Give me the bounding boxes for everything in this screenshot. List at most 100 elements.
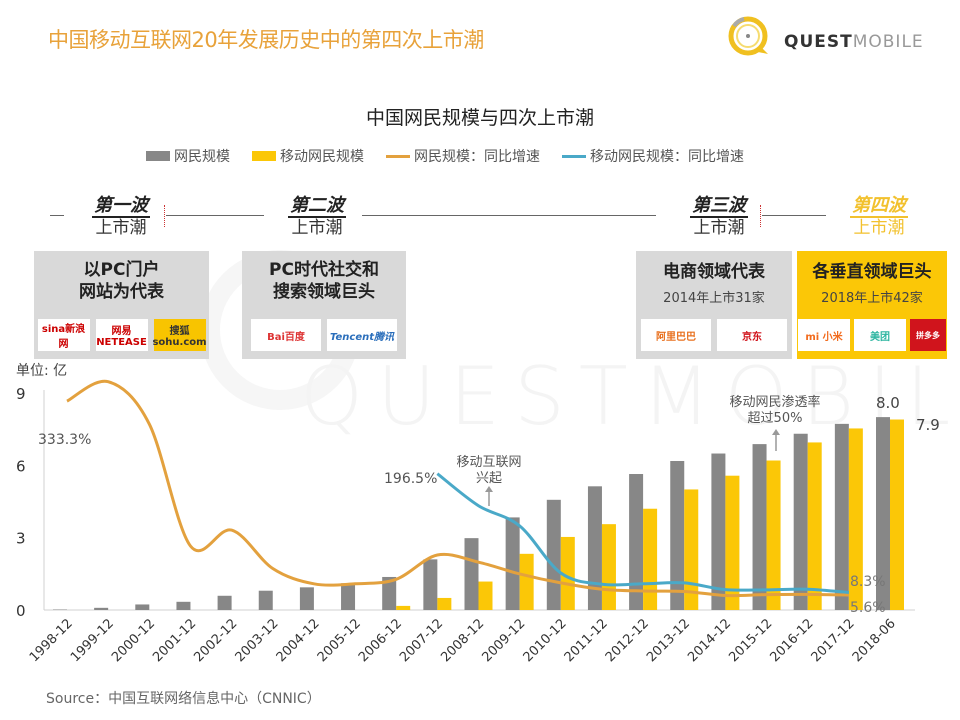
x-tick-label: 2009-12: [479, 616, 528, 665]
x-tick-label: 2004-12: [274, 616, 323, 665]
bar-internet-users: [546, 499, 561, 610]
company-logos: Bai百度 Tencent腾讯: [242, 319, 406, 351]
bar-internet-users: [176, 601, 191, 610]
bar-internet-users: [94, 607, 109, 610]
x-tick-label: 2003-12: [233, 616, 282, 665]
annotation-mobile-rise: 移动互联网: [456, 455, 521, 470]
annotation-mobile-rise: 兴起: [476, 471, 502, 486]
legend-item-internet-users: 网民规模: [146, 146, 230, 166]
bar-mobile-users: [396, 605, 411, 610]
wave-sub: 上市潮: [693, 218, 745, 238]
wave-2-card: PC时代社交和 搜索领域巨头 Bai百度 Tencent腾讯: [242, 251, 406, 359]
timeline-marker: [760, 205, 761, 227]
bar-internet-users: [711, 453, 726, 610]
bar-internet-users: [587, 486, 602, 610]
bar-internet-users: [670, 460, 685, 610]
card-subtitle: 2018年上市42家: [821, 291, 923, 306]
wave-3: 第三波 上市潮: [690, 196, 748, 238]
annotation-arrowhead: [772, 429, 780, 435]
bar-internet-users: [135, 604, 150, 610]
tencent-logo: Tencent腾讯: [327, 319, 397, 351]
bar-mobile-users: [766, 460, 781, 610]
wave-1: 第一波 上市潮: [92, 196, 150, 238]
alibaba-logo: 阿里巴巴: [641, 319, 711, 351]
wave-4: 第四波 上市潮: [850, 196, 908, 238]
source-note: Source：中国互联网络信息中心（CNNIC）: [46, 691, 321, 707]
wave-sub: 上市潮: [95, 218, 147, 238]
x-tick-label: 2010-12: [521, 616, 570, 665]
data-label-8pct: 8.3%: [850, 574, 886, 590]
pinduoduo-logo: 拼多多: [910, 319, 946, 351]
wave-2: 第二波 上市潮: [288, 196, 346, 238]
annotation-arrowhead: [485, 486, 493, 492]
y-axis-unit-label: 单位: 亿: [16, 363, 68, 379]
x-tick-label: 2015-12: [726, 616, 775, 665]
watermark-text: QUESTMOBILE: [300, 350, 960, 443]
bar-internet-users: [341, 583, 356, 610]
annotation-penetration: 超过50%: [748, 411, 803, 426]
legend-swatch-yellow: [252, 151, 276, 161]
timeline-line: [166, 215, 264, 216]
bar-mobile-users: [519, 553, 534, 610]
timeline-line: [362, 215, 656, 216]
legend-label: 网民规模: [174, 149, 230, 165]
jd-logo: 京东: [717, 319, 787, 351]
x-tick-label: 1999-12: [68, 616, 117, 665]
bar-mobile-users: [478, 581, 493, 610]
bar-internet-users: [876, 417, 890, 610]
y-tick-label: 0: [16, 602, 26, 620]
timeline-line: [762, 215, 826, 216]
y-tick-label: 3: [16, 530, 26, 548]
wave-4-card: 各垂直领域巨头 2018年上市42家 mi 小米 美团 拼多多: [797, 251, 947, 359]
bar-internet-users: [629, 474, 644, 610]
data-label-7-9: 7.9: [916, 416, 940, 434]
wave-sub: 上市潮: [853, 218, 905, 238]
timeline-line: [50, 215, 64, 216]
line-mobile-growth: [436, 472, 849, 595]
x-tick-label: 2005-12: [315, 616, 364, 665]
x-tick-label: 2001-12: [150, 616, 199, 665]
sohu-logo: 搜狐 sohu.com: [152, 319, 207, 351]
bar-internet-users: [258, 590, 273, 610]
questmobile-logo-icon: [728, 16, 768, 56]
bar-internet-users: [217, 595, 232, 610]
legend-label: 移动网民规模: [280, 149, 364, 165]
bar-internet-users: [299, 587, 314, 610]
legend-item-mobile-users: 移动网民规模: [252, 146, 364, 166]
line-internet-growth: [66, 379, 849, 598]
card-title: 电商领域代表: [663, 262, 765, 282]
page-title: 中国移动互联网20年发展历史中的第四次上市潮: [48, 28, 484, 52]
bar-internet-users: [423, 559, 438, 610]
company-logos: mi 小米 美团 拼多多: [797, 319, 947, 351]
wave-title: 第二波: [288, 195, 346, 218]
bar-mobile-users: [560, 536, 575, 610]
x-tick-label: 2018-06: [850, 616, 899, 665]
legend-item-internet-growth: 网民规模：同比增速: [386, 146, 540, 166]
x-tick-label: 2017-12: [809, 616, 858, 665]
x-tick-label: 2006-12: [356, 616, 405, 665]
logo-text-light: MOBILE: [852, 32, 924, 52]
logo-text-bold: QUEST: [784, 32, 853, 52]
questmobile-logo: QUESTMOBILE: [726, 12, 936, 62]
bar-internet-users: [505, 517, 520, 610]
data-label-8-0: 8.0: [876, 394, 900, 412]
data-label-196pct: 196.5%: [384, 471, 437, 487]
bar-mobile-users: [601, 524, 616, 610]
xiaomi-logo: mi 小米: [798, 319, 850, 351]
x-tick-label: 2007-12: [397, 616, 446, 665]
company-logos: 阿里巴巴 京东: [636, 319, 792, 351]
bar-internet-users: [382, 576, 397, 610]
y-tick-label: 9: [16, 385, 26, 403]
wave-sub: 上市潮: [291, 218, 343, 238]
timeline-marker: [164, 205, 165, 227]
legend-swatch-gray: [146, 151, 170, 161]
x-tick-label: 2008-12: [438, 616, 487, 665]
bar-mobile-users: [684, 489, 699, 610]
bar-mobile-users: [643, 508, 658, 610]
legend: 网民规模 移动网民规模 网民规模：同比增速 移动网民规模：同比增速: [146, 146, 766, 166]
x-tick-label: 1998-12: [27, 616, 76, 665]
bar-mobile-users: [807, 442, 822, 610]
bar-internet-users: [834, 423, 849, 610]
x-tick-label: 2000-12: [109, 616, 158, 665]
baidu-logo: Bai百度: [251, 319, 321, 351]
